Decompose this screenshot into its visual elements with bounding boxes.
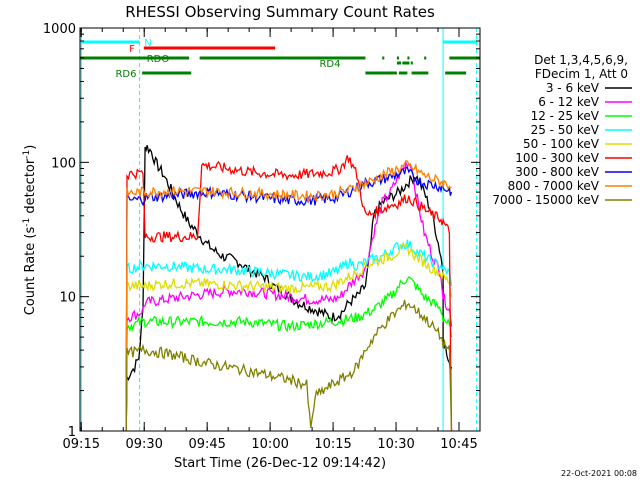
x-axis-ticks: 09:15 09:30 09:45 10:00 10:15 10:30 10:45 [63, 28, 481, 452]
series-line-2 [125, 276, 453, 431]
data-series [125, 145, 453, 431]
status-label-rd6: RD6 [115, 69, 136, 80]
x-tick-label-2: 09:45 [188, 437, 225, 452]
x-tick-label-1: 09:30 [125, 437, 162, 452]
legend-header-line-1: Det 1,3,4,5,6,9, [534, 53, 628, 67]
legend-label-2: 12 - 25 keV [531, 109, 600, 123]
series-line-4 [125, 242, 453, 431]
plot-frame [79, 27, 481, 432]
legend-label-6: 300 - 800 keV [515, 165, 599, 179]
series-line-5 [125, 155, 453, 431]
footer-date: 22-Oct-2021 00:08 [561, 469, 637, 478]
series-line-1 [125, 161, 453, 431]
legend-label-4: 50 - 100 keV [523, 137, 600, 151]
status-label-n: N [144, 38, 151, 49]
legend-label-0: 3 - 6 keV [546, 81, 600, 95]
legend-label-5: 100 - 300 keV [515, 151, 599, 165]
x-tick-label-0: 09:15 [63, 437, 100, 452]
y-tick-label-2: 100 [51, 156, 76, 171]
y-tick-label-0: 1 [68, 425, 76, 440]
x-tick-label-4: 10:15 [314, 437, 351, 452]
x-tick-label-6: 10:45 [440, 437, 477, 452]
legend-header-line-2: FDecim 1, Att 0 [535, 67, 628, 81]
x-tick-label-5: 10:30 [377, 437, 414, 452]
series-line-3 [125, 239, 453, 431]
status-label-rdo: RDO [147, 54, 170, 65]
chart-title: RHESSI Observing Summary Count Rates [125, 3, 435, 21]
y-axis-label: Count Rate (s-1 detector-1) [22, 145, 38, 316]
series-line-6 [125, 166, 453, 429]
legend-label-8: 7000 - 15000 keV [492, 193, 599, 207]
legend-label-7: 800 - 7000 keV [508, 179, 600, 193]
legend-label-1: 6 - 12 keV [538, 95, 600, 109]
x-tick-label-3: 10:00 [251, 437, 288, 452]
status-bars: NF RDO RD4 RD6 [80, 38, 480, 80]
legend-label-3: 25 - 50 keV [531, 123, 600, 137]
series-line-7 [125, 159, 452, 430]
y-axis-ticks: 1 10 100 1000 [43, 22, 480, 440]
status-label-rd4: RD4 [319, 59, 340, 70]
legend: Det 1,3,4,5,6,9, FDecim 1, Att 0 3 - 6 k… [492, 53, 632, 207]
status-label-f: F [129, 44, 135, 55]
y-tick-label-3: 1000 [43, 22, 76, 37]
vertical-marker-lines [80, 28, 478, 431]
x-axis-label: Start Time (26-Dec-12 09:14:42) [174, 456, 386, 471]
y-tick-label-1: 10 [59, 291, 76, 306]
series-line-8 [125, 299, 453, 431]
